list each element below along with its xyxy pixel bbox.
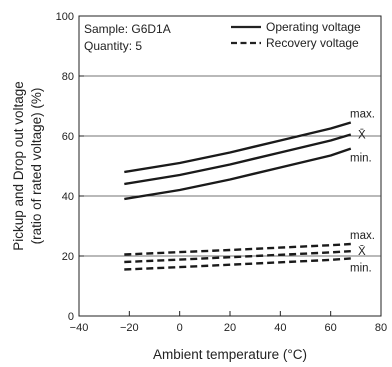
x-tick-label: 60 [325,322,337,334]
x-tick-label: 40 [274,322,286,334]
legend-label-recovery: Recovery voltage [266,36,359,50]
y-axis-ticks: 0 20 40 60 80 100 [56,11,84,323]
plot-frame [78,15,382,317]
y-tick-label: 100 [56,11,74,23]
y-tick-label: 60 [62,131,74,143]
end-label-op-max: max. [350,109,375,121]
end-label-op-min: min. [350,153,372,165]
sample-annotation: Sample: G6D1A [84,22,171,36]
x-tick-label: −40 [70,322,89,334]
y-axis-title: Pickup and Drop out voltage (ratio of ra… [11,81,44,251]
end-label-rec-min: min. [350,262,372,274]
series-line-rec-min [124,257,351,271]
series-group [124,121,352,271]
y-axis-title-line1: Pickup and Drop out voltage [11,81,26,251]
legend: Operating voltage Recovery voltage [231,20,361,50]
series-line-op-mean [124,133,352,186]
y-tick-label: 40 [62,191,74,203]
legend-label-operating: Operating voltage [266,20,361,34]
series-line-rec-mean [124,250,351,264]
end-label-rec-mean: X̄ [358,245,366,258]
x-tick-label: 20 [224,322,236,334]
y-tick-label: 80 [62,71,74,83]
y-axis-title-line2: (ratio of rated voltage) (%) [29,88,44,245]
end-label-rec-max: max. [350,230,375,242]
x-tick-label: 80 [375,322,387,334]
y-tick-label: 0 [68,311,74,323]
x-axis-title: Ambient temperature (°C) [153,347,307,362]
x-axis-ticks: −40 −20 0 20 40 60 80 [70,311,387,334]
series-line-op-max [124,121,352,174]
series-line-rec-max [124,242,351,256]
x-tick-label: 0 [177,322,183,334]
x-tick-label: −20 [120,322,139,334]
y-tick-label: 20 [62,251,74,263]
end-labels: max. X̄ min. max. X̄ min. [350,109,375,275]
end-label-op-mean: X̄ [358,129,366,142]
series-line-op-min [124,147,352,201]
gridlines [79,75,381,257]
quantity-annotation: Quantity: 5 [84,39,142,53]
